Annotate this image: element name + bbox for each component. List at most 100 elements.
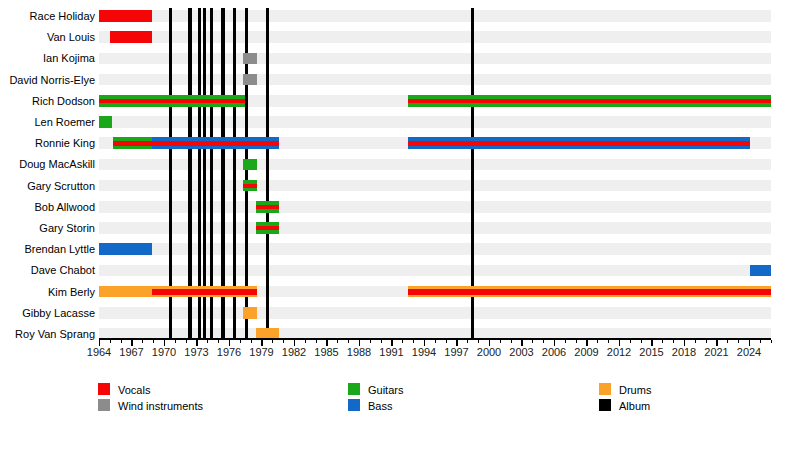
- year-tick-label: 1970: [152, 346, 176, 358]
- minor-tick: [121, 340, 122, 343]
- timeline-bar: [243, 180, 257, 192]
- minor-tick: [413, 340, 414, 343]
- bar-stripe: [408, 141, 750, 146]
- year-tick-label: 2009: [574, 346, 598, 358]
- timeline-bar: [152, 137, 279, 149]
- minor-tick: [110, 340, 111, 343]
- legend-swatch-guitars: [348, 383, 360, 395]
- timeline-bar: [243, 53, 257, 65]
- minor-tick: [511, 340, 512, 343]
- timeline-bar: [152, 286, 257, 298]
- major-tick: [229, 340, 231, 346]
- minor-tick: [771, 340, 772, 343]
- bar-stripe: [99, 99, 245, 103]
- timeline-bar: [99, 286, 152, 298]
- legend-label: Guitars: [368, 384, 403, 396]
- minor-tick: [283, 340, 284, 343]
- minor-tick: [738, 340, 739, 343]
- timeline-bar: [113, 137, 152, 149]
- member-label: David Norris-Elye: [0, 73, 95, 87]
- year-tick-label: 1997: [444, 346, 468, 358]
- member-label: Dave Chabot: [0, 263, 95, 277]
- year-tick-label: 1991: [379, 346, 403, 358]
- minor-tick: [207, 340, 208, 343]
- minor-tick: [662, 340, 663, 343]
- minor-tick: [641, 340, 642, 343]
- minor-tick: [337, 340, 338, 343]
- band-timeline-chart: Race HolidayVan LouisIan KojimaDavid Nor…: [0, 0, 790, 458]
- member-label: Brendan Lyttle: [0, 242, 95, 256]
- member-label: Kim Berly: [0, 285, 95, 299]
- minor-tick: [532, 340, 533, 343]
- year-tick-label: 2015: [639, 346, 663, 358]
- bar-stripe: [408, 289, 772, 295]
- minor-tick: [478, 340, 479, 343]
- major-tick: [716, 340, 718, 346]
- bar-stripe: [256, 226, 279, 230]
- member-label: Van Louis: [0, 30, 95, 44]
- legend-label: Wind instruments: [118, 400, 203, 412]
- timeline-bar: [99, 116, 112, 128]
- member-label: Gibby Lacasse: [0, 306, 95, 320]
- year-tick-label: 1976: [217, 346, 241, 358]
- minor-tick: [240, 340, 241, 343]
- minor-tick: [695, 340, 696, 343]
- bar-stripe: [256, 205, 279, 209]
- year-tick-label: 2012: [607, 346, 631, 358]
- legend-label: Bass: [368, 400, 392, 412]
- member-label: Bob Allwood: [0, 200, 95, 214]
- year-tick-label: 1964: [87, 346, 111, 358]
- minor-tick: [316, 340, 317, 343]
- bar-stripe: [408, 99, 772, 103]
- timeline-bar: [256, 222, 279, 234]
- timeline-bar: [408, 95, 772, 107]
- legend-label: Drums: [619, 384, 651, 396]
- year-tick-label: 2021: [704, 346, 728, 358]
- major-tick: [684, 340, 686, 346]
- major-tick: [326, 340, 328, 346]
- legend-swatch-wind-instruments: [98, 399, 110, 411]
- album-line: [266, 8, 270, 339]
- member-label: Gary Storin: [0, 221, 95, 235]
- member-label: Rich Dodson: [0, 94, 95, 108]
- timeline-bar: [243, 74, 257, 86]
- year-tick-label: 1973: [184, 346, 208, 358]
- member-label: Race Holiday: [0, 9, 95, 23]
- major-tick: [196, 340, 198, 346]
- minor-tick: [435, 340, 436, 343]
- minor-tick: [272, 340, 273, 343]
- major-tick: [489, 340, 491, 346]
- minor-tick: [760, 340, 761, 343]
- major-tick: [456, 340, 458, 346]
- year-tick-label: 2006: [542, 346, 566, 358]
- member-label: Len Roemer: [0, 115, 95, 129]
- major-tick: [131, 340, 133, 346]
- legend-swatch-album: [599, 399, 611, 411]
- minor-tick: [348, 340, 349, 343]
- major-tick: [554, 340, 556, 346]
- timeline-bar: [110, 31, 152, 43]
- major-tick: [586, 340, 588, 346]
- year-tick-label: 1982: [282, 346, 306, 358]
- minor-tick: [543, 340, 544, 343]
- timeline-bar: [99, 243, 152, 255]
- timeline-bar: [99, 10, 152, 22]
- minor-tick: [402, 340, 403, 343]
- timeline-bar: [408, 286, 772, 298]
- member-label: Gary Scrutton: [0, 179, 95, 193]
- minor-tick: [153, 340, 154, 343]
- timeline-bar: [243, 307, 257, 319]
- minor-tick: [446, 340, 447, 343]
- major-tick: [749, 340, 751, 346]
- minor-tick: [500, 340, 501, 343]
- year-tick-label: 1988: [347, 346, 371, 358]
- timeline-bar: [243, 159, 257, 171]
- minor-tick: [175, 340, 176, 343]
- timeline-bar: [99, 95, 245, 107]
- bar-stripe: [113, 141, 152, 146]
- minor-tick: [381, 340, 382, 343]
- legend-swatch-bass: [348, 399, 360, 411]
- major-tick: [164, 340, 166, 346]
- bar-stripe: [152, 289, 257, 295]
- major-tick: [359, 340, 361, 346]
